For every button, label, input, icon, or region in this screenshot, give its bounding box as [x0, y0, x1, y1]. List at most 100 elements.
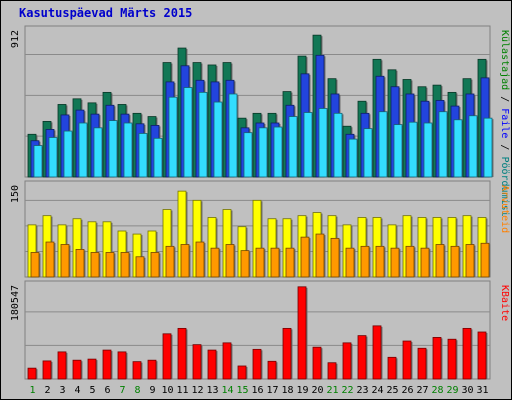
bar-day-18-panel-3-series-1 [282, 327, 292, 380]
panel-1-ytick: 912 [10, 30, 21, 48]
bar-day-13-panel-1-series-3 [213, 101, 223, 178]
bar-day-23-panel-3-series-1 [357, 335, 367, 380]
bar-day-19-panel-2-series-2 [300, 236, 310, 278]
bar-day-9-panel-2-series-2 [150, 252, 160, 278]
legend-entry: Faile [499, 108, 510, 138]
x-tick-9: 9 [149, 385, 155, 396]
bar-day-20-panel-1-series-3 [318, 108, 328, 178]
bar-day-12-panel-1-series-3 [198, 91, 208, 178]
x-tick-19: 19 [296, 385, 308, 396]
bar-day-16-panel-2-series-2 [255, 247, 265, 278]
bar-day-22-panel-2-series-2 [345, 247, 355, 278]
bar-day-13-panel-2-series-2 [210, 247, 220, 278]
bar-day-1-panel-2-series-2 [30, 252, 40, 278]
bar-day-17-panel-2-series-2 [270, 247, 280, 278]
bar-day-23-panel-1-series-3 [363, 128, 373, 178]
x-tick-14: 14 [221, 385, 233, 396]
panel-2-legend: Arvuteid [499, 185, 510, 233]
x-tick-12: 12 [191, 385, 203, 396]
bar-day-5-panel-2-series-2 [90, 252, 100, 278]
x-tick-24: 24 [371, 385, 383, 396]
x-tick-29: 29 [446, 385, 458, 396]
bar-day-7-panel-3-series-1 [117, 351, 127, 380]
bar-day-28-panel-1-series-3 [438, 111, 448, 178]
bar-day-2-panel-3-series-1 [42, 360, 52, 380]
x-tick-11: 11 [176, 385, 188, 396]
bar-day-26-panel-1-series-3 [408, 121, 418, 178]
x-tick-21: 21 [326, 385, 338, 396]
bar-day-4-panel-1-series-3 [78, 122, 88, 178]
bar-day-6-panel-2-series-2 [105, 252, 115, 278]
x-tick-17: 17 [266, 385, 278, 396]
bar-day-22-panel-3-series-1 [342, 342, 352, 380]
bar-day-1-panel-3-series-1 [27, 367, 37, 380]
bar-day-4-panel-3-series-1 [72, 359, 82, 380]
bar-day-17-panel-3-series-1 [267, 360, 277, 380]
bar-day-31-panel-2-series-2 [480, 242, 490, 278]
bar-day-2-panel-2-series-2 [45, 241, 55, 278]
bar-day-24-panel-3-series-1 [372, 325, 382, 380]
bar-day-21-panel-3-series-1 [327, 362, 337, 380]
x-tick-20: 20 [311, 385, 323, 396]
bar-day-11-panel-1-series-3 [183, 87, 193, 178]
legend-entry: / [499, 90, 510, 108]
bar-day-17-panel-1-series-3 [273, 126, 283, 178]
bar-day-29-panel-2-series-2 [450, 245, 460, 278]
panel-3-ytick: 180547 [10, 285, 21, 321]
bar-day-26-panel-2-series-2 [405, 245, 415, 278]
bar-day-21-panel-1-series-3 [333, 112, 343, 178]
x-tick-5: 5 [89, 385, 95, 396]
bar-day-7-panel-1-series-3 [123, 122, 133, 178]
bar-day-29-panel-1-series-3 [453, 119, 463, 178]
legend-entry: / [499, 138, 510, 156]
bar-day-10-panel-2-series-2 [165, 245, 175, 278]
bar-day-27-panel-3-series-1 [417, 347, 427, 380]
bar-day-20-panel-2-series-2 [315, 233, 325, 278]
x-tick-23: 23 [356, 385, 368, 396]
bar-day-10-panel-3-series-1 [162, 333, 172, 380]
bar-day-28-panel-2-series-2 [435, 244, 445, 278]
bar-day-6-panel-3-series-1 [102, 349, 112, 380]
x-tick-6: 6 [104, 385, 110, 396]
bar-day-27-panel-1-series-3 [423, 122, 433, 178]
x-tick-10: 10 [161, 385, 173, 396]
bar-day-3-panel-3-series-1 [57, 351, 67, 380]
x-tick-31: 31 [476, 385, 488, 396]
bar-day-9-panel-1-series-3 [153, 137, 163, 178]
bar-day-15-panel-3-series-1 [237, 365, 247, 380]
bar-day-22-panel-1-series-3 [348, 138, 358, 178]
panel-2-ytick: 150 [10, 185, 21, 203]
bar-day-30-panel-3-series-1 [462, 327, 472, 380]
bar-day-21-panel-2-series-2 [330, 237, 340, 278]
bar-day-3-panel-2-series-2 [60, 244, 70, 278]
x-tick-1: 1 [29, 385, 35, 396]
x-tick-27: 27 [416, 385, 428, 396]
bar-day-25-panel-1-series-3 [393, 124, 403, 178]
bar-day-3-panel-1-series-3 [63, 130, 73, 178]
bar-day-13-panel-3-series-1 [207, 349, 217, 380]
bar-day-23-panel-2-series-2 [360, 245, 370, 278]
bar-day-10-panel-1-series-3 [168, 96, 178, 178]
x-tick-13: 13 [206, 385, 218, 396]
bar-day-15-panel-2-series-2 [240, 250, 250, 278]
bar-day-20-panel-3-series-1 [312, 346, 322, 380]
bar-day-12-panel-2-series-2 [195, 241, 205, 278]
bar-day-4-panel-2-series-2 [75, 248, 85, 278]
bar-day-24-panel-1-series-3 [378, 111, 388, 178]
legend-entry: Arvuteid [499, 185, 510, 233]
x-tick-8: 8 [134, 385, 140, 396]
bar-day-19-panel-1-series-3 [303, 112, 313, 178]
bar-day-8-panel-2-series-2 [135, 256, 145, 278]
bar-day-8-panel-3-series-1 [132, 361, 142, 380]
bar-day-31-panel-1-series-3 [483, 117, 493, 178]
bar-day-5-panel-1-series-3 [93, 127, 103, 178]
legend-entry: Pöördumisi [499, 156, 510, 216]
x-tick-7: 7 [119, 385, 125, 396]
bar-day-30-panel-1-series-3 [468, 115, 478, 178]
bar-day-18-panel-2-series-2 [285, 247, 295, 278]
chart-title: Kasutuspäevad Märts 2015 [19, 6, 192, 20]
bar-day-12-panel-3-series-1 [192, 344, 202, 380]
x-tick-26: 26 [401, 385, 413, 396]
